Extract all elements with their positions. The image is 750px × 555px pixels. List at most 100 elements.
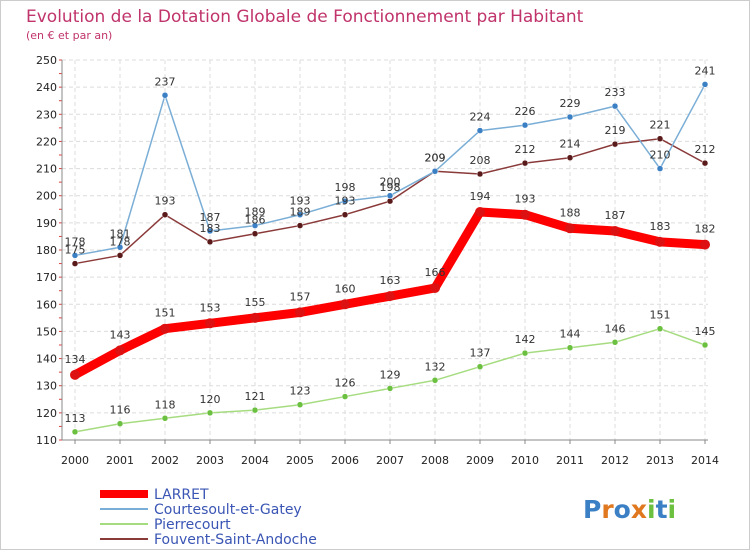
x-tick-label: 2005 xyxy=(286,454,314,467)
data-label: 241 xyxy=(695,64,716,77)
data-point xyxy=(160,323,170,334)
data-label: 210 xyxy=(650,149,671,162)
data-point xyxy=(566,344,574,351)
data-label: 153 xyxy=(200,301,221,314)
data-label: 183 xyxy=(200,222,221,235)
data-label: 214 xyxy=(560,138,581,151)
data-point xyxy=(431,377,439,384)
data-point xyxy=(205,318,215,329)
data-point xyxy=(476,170,484,178)
data-label: 132 xyxy=(425,360,446,373)
x-tick-label: 2013 xyxy=(646,454,674,467)
data-point xyxy=(161,92,169,99)
data-point xyxy=(296,401,304,408)
data-label: 193 xyxy=(290,195,311,208)
data-label: 219 xyxy=(605,124,626,137)
data-label: 163 xyxy=(380,274,401,287)
data-label: 189 xyxy=(245,206,266,219)
x-tick-label: 2002 xyxy=(151,454,179,467)
data-point xyxy=(296,211,304,218)
data-label: 193 xyxy=(155,195,176,208)
legend-entry: Pierrecourt xyxy=(154,517,231,533)
x-tick-label: 2001 xyxy=(106,454,134,467)
x-tick-label: 2000 xyxy=(61,454,89,467)
data-label: 198 xyxy=(380,181,401,194)
x-tick-label: 2004 xyxy=(241,454,269,467)
data-label: 166 xyxy=(425,266,446,279)
data-point xyxy=(701,159,709,167)
data-label: 226 xyxy=(515,105,536,118)
data-label: 193 xyxy=(335,195,356,208)
y-tick-label: 200 xyxy=(36,190,57,203)
x-tick-label: 2011 xyxy=(556,454,584,467)
data-label: 182 xyxy=(695,223,716,236)
proxiti-logo: Proxiti xyxy=(583,495,676,524)
x-tick-label: 2008 xyxy=(421,454,449,467)
logo-letter: o xyxy=(614,495,631,524)
legend-entry: Courtesoult-et-Gatey xyxy=(154,502,302,518)
data-label: 175 xyxy=(65,244,86,257)
data-label: 144 xyxy=(560,328,581,341)
y-tick-label: 160 xyxy=(36,298,57,311)
data-label: 113 xyxy=(65,412,86,425)
y-tick-label: 250 xyxy=(36,54,57,67)
data-point xyxy=(656,325,664,332)
data-point xyxy=(611,339,619,346)
data-label: 188 xyxy=(560,206,581,219)
data-point xyxy=(206,238,214,246)
data-point xyxy=(70,369,80,380)
data-label: 160 xyxy=(335,282,356,295)
legend: LARRETCourtesoult-et-GateyPierrecourtFou… xyxy=(100,487,317,548)
data-label: 134 xyxy=(65,353,86,366)
data-label: 183 xyxy=(650,220,671,233)
data-point xyxy=(341,211,349,218)
grid xyxy=(62,59,708,440)
data-label: 233 xyxy=(605,86,626,99)
data-point xyxy=(566,113,574,121)
y-tick-label: 130 xyxy=(36,380,57,393)
x-tick-label: 2009 xyxy=(466,454,494,467)
data-point xyxy=(566,154,574,161)
data-label: 143 xyxy=(110,328,131,341)
data-label: 151 xyxy=(650,309,671,322)
data-point xyxy=(386,197,394,205)
data-point xyxy=(161,415,169,422)
y-tick-label: 140 xyxy=(36,353,57,366)
data-point xyxy=(476,127,484,134)
logo-letter: i xyxy=(668,495,677,524)
x-tick-label: 2014 xyxy=(691,454,719,467)
data-label: 212 xyxy=(695,143,716,156)
y-tick-label: 230 xyxy=(36,108,57,121)
data-point xyxy=(386,385,394,392)
x-tick-label: 2006 xyxy=(331,454,359,467)
data-label: 142 xyxy=(515,333,536,346)
data-point xyxy=(656,165,664,172)
chart-subtitle: (en € et par an) xyxy=(26,29,112,42)
x-tick-label: 2012 xyxy=(601,454,629,467)
data-point xyxy=(341,197,349,205)
data-label: 121 xyxy=(245,390,266,403)
data-label: 116 xyxy=(110,404,131,417)
y-tick-label: 170 xyxy=(36,271,57,284)
data-point xyxy=(115,345,125,356)
logo-letter: x xyxy=(631,495,647,524)
data-point xyxy=(521,159,529,167)
data-label: 123 xyxy=(290,385,311,398)
data-label: 209 xyxy=(425,151,446,164)
data-point xyxy=(611,102,619,110)
data-point xyxy=(116,244,124,251)
logo-text: Proxiti xyxy=(583,495,676,524)
data-label: 186 xyxy=(245,214,266,227)
data-labels: 113 116 118 120 121 123 126 129 132 137 142 144 146 1… xyxy=(65,64,716,424)
data-label: 187 xyxy=(200,211,221,224)
legend-entry: Fouvent-Saint-Andoche xyxy=(154,532,317,548)
data-point xyxy=(475,207,485,217)
data-point xyxy=(385,291,395,302)
data-point xyxy=(656,135,664,142)
data-label: 146 xyxy=(605,322,626,335)
data-point xyxy=(296,222,304,229)
data-label: 189 xyxy=(290,206,311,219)
legend-entry: LARRET xyxy=(154,487,209,503)
data-point xyxy=(565,223,575,234)
